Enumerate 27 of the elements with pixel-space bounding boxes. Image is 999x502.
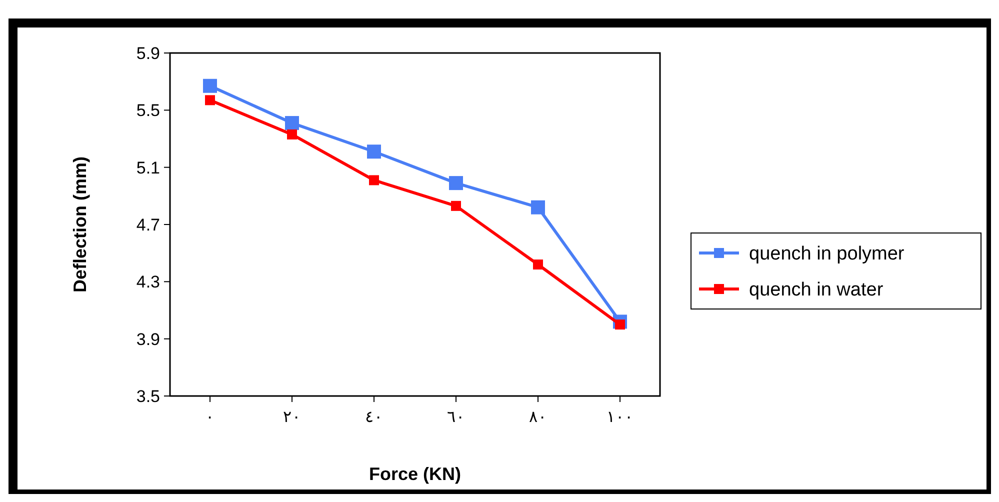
x-tick-label: ٢٠ [283, 409, 301, 426]
y-tick-label: 5.5 [136, 101, 160, 120]
x-tick-label: ٦٠ [447, 409, 465, 426]
y-tick-label: 3.5 [136, 386, 160, 406]
y-tick-label: 4.3 [136, 272, 160, 292]
point [287, 129, 297, 140]
point [369, 175, 379, 186]
y-tick-label: 3.9 [136, 330, 160, 349]
point [285, 116, 299, 130]
legend-label: quench in polymer [749, 244, 905, 265]
y-tick-label: 5.1 [136, 158, 160, 178]
point [449, 176, 463, 190]
x-tick-label: ٨٠ [529, 409, 547, 426]
point [531, 200, 545, 214]
point [533, 260, 543, 270]
point [367, 144, 381, 159]
x-tick-label: ١٠٠ [606, 409, 634, 426]
point [205, 95, 215, 106]
y-axis-title: Deflection (mm) [70, 156, 90, 293]
x-tick-label: ٠ [206, 409, 214, 426]
y-tick-label: 5.9 [136, 44, 160, 63]
x-tick-label: ٤٠ [365, 409, 383, 426]
y-tick-label: 4.7 [136, 215, 160, 234]
x-axis-title: Force (KN) [368, 464, 462, 484]
point [451, 200, 461, 211]
legend-label: quench in water [749, 280, 884, 301]
point [203, 78, 217, 93]
